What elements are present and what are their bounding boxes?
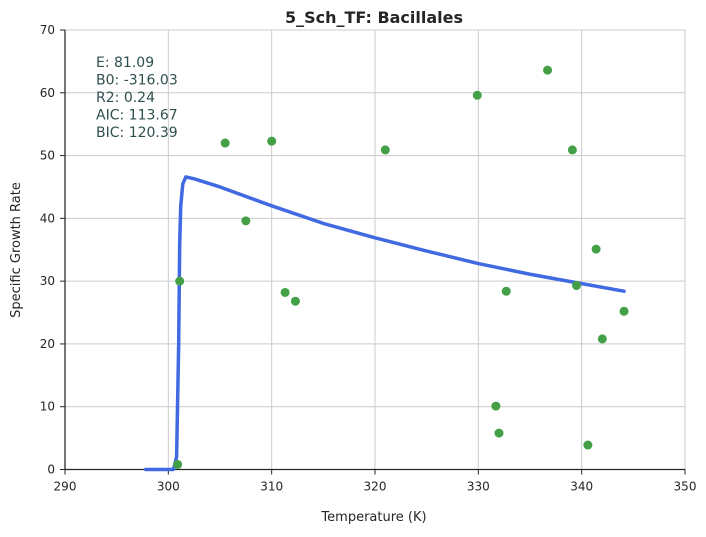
y-tick-label: 0 xyxy=(47,463,55,477)
y-tick-label: 10 xyxy=(40,400,55,414)
fit-stat-label: BIC: xyxy=(96,125,124,141)
data-point xyxy=(220,138,230,148)
fit-stat-line: AIC: 113.67 xyxy=(96,108,178,124)
fit-stat-line: B0: -316.03 xyxy=(96,73,178,89)
fit-stat-line: R2: 0.24 xyxy=(96,90,155,106)
data-point xyxy=(567,145,577,155)
data-point xyxy=(501,286,511,296)
fit-stat-value: -316.03 xyxy=(124,73,178,89)
y-tick-label: 20 xyxy=(40,337,55,351)
data-point xyxy=(241,216,251,226)
x-tick-label: 290 xyxy=(54,480,77,494)
fit-stat-line: BIC: 120.39 xyxy=(96,125,178,141)
x-tick-label: 350 xyxy=(674,480,697,494)
x-tick-label: 320 xyxy=(364,480,387,494)
fit-stat-label: AIC: xyxy=(96,108,124,124)
x-tick-label: 340 xyxy=(570,480,593,494)
fit-stat-value: 113.67 xyxy=(129,108,178,124)
data-point xyxy=(597,334,607,344)
y-axis-label: Specific Growth Rate xyxy=(9,182,24,318)
fit-curve-line xyxy=(143,175,626,472)
fit-stat-label: R2: xyxy=(96,90,119,106)
y-tick-label: 30 xyxy=(40,274,55,288)
fit-stat-value: 81.09 xyxy=(114,55,154,71)
data-point xyxy=(491,401,501,411)
data-point xyxy=(280,287,290,297)
data-point xyxy=(494,428,504,438)
x-axis-label: Temperature (K) xyxy=(320,510,426,525)
data-point xyxy=(175,276,185,286)
chart-title: 5_Sch_TF: Bacillales xyxy=(285,8,463,27)
data-points-layer xyxy=(173,65,629,469)
fit-stat-value: 0.24 xyxy=(124,90,155,106)
data-point xyxy=(380,145,390,155)
data-point xyxy=(290,296,300,306)
grid-layer xyxy=(65,29,686,470)
data-point xyxy=(267,136,277,146)
data-point xyxy=(619,306,629,316)
fit-stat-value: 120.39 xyxy=(129,125,178,141)
data-point xyxy=(173,459,183,469)
y-tick-layer: 0 10 20 30 40 50 60 70 xyxy=(40,23,65,477)
x-tick-label: 300 xyxy=(157,480,180,494)
data-point xyxy=(543,65,553,75)
y-tick-label: 40 xyxy=(40,211,55,225)
fit-stat-line: E: 81.09 xyxy=(96,55,154,71)
x-tick-label: 310 xyxy=(260,480,283,494)
data-point xyxy=(583,440,593,450)
data-point xyxy=(591,244,601,254)
fit-stat-label: E: xyxy=(96,55,110,71)
data-point xyxy=(472,90,482,100)
y-tick-label: 50 xyxy=(40,149,55,163)
data-point xyxy=(572,281,581,291)
fit-stat-label: B0: xyxy=(96,73,119,89)
y-tick-label: 70 xyxy=(40,23,55,37)
y-tick-label: 60 xyxy=(40,86,55,100)
x-tick-layer: 290 300 310 320 330 340 350 xyxy=(54,469,697,494)
x-tick-label: 330 xyxy=(467,480,490,494)
fit-curve-layer xyxy=(143,175,626,472)
